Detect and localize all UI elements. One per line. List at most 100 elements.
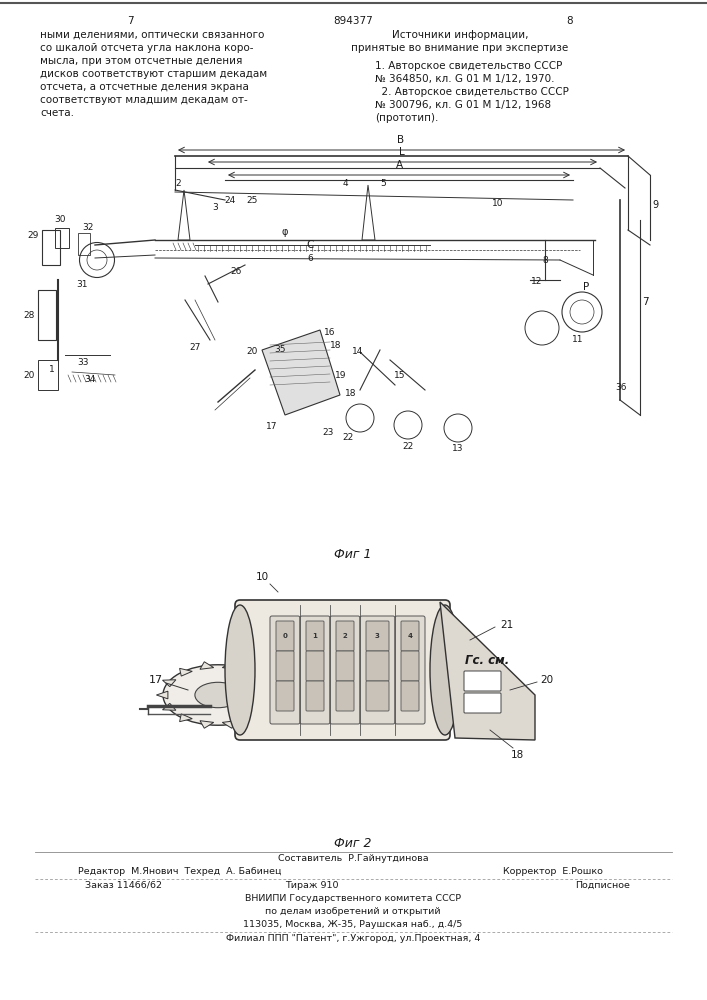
Polygon shape [180,668,192,676]
Polygon shape [268,691,279,699]
Text: Тираж 910: Тираж 910 [285,881,339,890]
Text: 33: 33 [77,358,89,367]
Text: счета.: счета. [40,108,74,118]
Text: L: L [399,147,405,157]
Text: 5: 5 [380,179,386,188]
Text: 18: 18 [330,341,341,350]
Text: 1: 1 [49,365,55,374]
Text: 10: 10 [255,572,269,582]
Text: 2: 2 [175,179,181,188]
Text: 18: 18 [345,388,356,397]
FancyBboxPatch shape [306,651,324,681]
FancyBboxPatch shape [276,651,294,681]
Text: 23: 23 [322,428,334,437]
Text: 894377: 894377 [333,16,373,26]
Text: P: P [583,282,589,292]
Ellipse shape [430,605,460,735]
Text: 8: 8 [542,256,548,265]
Text: 13: 13 [452,444,464,453]
Text: 35: 35 [274,345,286,354]
Text: 25: 25 [246,196,257,205]
Text: 11: 11 [572,335,584,344]
Polygon shape [163,703,176,710]
Polygon shape [222,662,236,669]
Text: Составитель  Р.Гайнутдинова: Составитель Р.Гайнутдинова [278,854,428,863]
Text: 19: 19 [334,370,346,379]
Ellipse shape [225,605,255,735]
Text: ными делениями, оптически связанного: ными делениями, оптически связанного [40,30,264,40]
Text: Фиг 1: Фиг 1 [334,548,372,561]
Text: 27: 27 [189,343,201,352]
Text: Фиг 2: Фиг 2 [334,837,372,850]
Ellipse shape [195,682,241,708]
FancyBboxPatch shape [235,600,450,740]
Polygon shape [180,714,192,722]
FancyBboxPatch shape [366,681,389,711]
Text: со шкалой отсчета угла наклона коро-: со шкалой отсчета угла наклона коро- [40,43,254,53]
FancyBboxPatch shape [401,681,419,711]
Text: 4: 4 [407,633,412,639]
Text: 113035, Москва, Ж-35, Раушская наб., д.4/5: 113035, Москва, Ж-35, Раушская наб., д.4… [243,920,462,929]
FancyBboxPatch shape [276,621,294,651]
Text: 32: 32 [82,223,93,232]
Text: 16: 16 [325,328,336,337]
Text: 26: 26 [230,267,241,276]
Text: 1. Авторское свидетельство СССР: 1. Авторское свидетельство СССР [375,61,562,71]
FancyBboxPatch shape [306,681,324,711]
Text: 2. Авторское свидетельство СССР: 2. Авторское свидетельство СССР [375,87,569,97]
Text: 34: 34 [84,375,95,384]
Text: 20: 20 [23,370,35,379]
Text: C: C [306,240,314,250]
Text: 9: 9 [652,200,658,210]
Bar [78,233,90,255]
FancyBboxPatch shape [360,616,395,724]
Text: (прототип).: (прототип). [375,113,438,123]
Text: 29: 29 [28,231,39,239]
Text: A: A [395,160,402,170]
Text: 28: 28 [23,310,35,320]
Text: 24: 24 [224,196,235,205]
Ellipse shape [163,665,273,725]
Text: отсчета, а отсчетные деления экрана: отсчета, а отсчетные деления экрана [40,82,249,92]
Text: 8: 8 [567,16,573,26]
FancyBboxPatch shape [300,616,330,724]
Polygon shape [244,714,257,722]
Text: мысла, при этом отсчетные деления: мысла, при этом отсчетные деления [40,56,243,66]
Text: 20: 20 [540,675,553,685]
FancyBboxPatch shape [336,681,354,711]
Text: Источники информации,: Источники информации, [392,30,528,40]
Text: 20: 20 [247,348,258,357]
Text: дисков соответствуют старшим декадам: дисков соответствуют старшим декадам [40,69,267,79]
Text: 17: 17 [267,422,278,431]
FancyBboxPatch shape [464,693,501,713]
Text: принятые во внимание при экспертизе: принятые во внимание при экспертизе [351,43,568,53]
Polygon shape [260,680,274,687]
FancyBboxPatch shape [395,616,425,724]
Text: 6: 6 [307,254,313,263]
Bar [38,290,56,340]
Bar [55,228,69,248]
Text: Заказ 11466/62: Заказ 11466/62 [85,881,162,890]
Text: 30: 30 [54,215,66,224]
FancyBboxPatch shape [276,681,294,711]
Text: № 300796, кл. G 01 M 1/12, 1968: № 300796, кл. G 01 M 1/12, 1968 [375,100,551,110]
Text: 2: 2 [343,633,347,639]
Text: Корректор  Е.Рошко: Корректор Е.Рошко [503,867,603,876]
Polygon shape [200,721,214,728]
FancyBboxPatch shape [366,651,389,681]
Polygon shape [262,330,340,415]
Text: ВНИИПИ Государственного комитета СССР: ВНИИПИ Государственного комитета СССР [245,894,461,903]
Text: 22: 22 [402,442,414,451]
Polygon shape [163,680,176,687]
Text: 21: 21 [500,620,513,630]
Polygon shape [200,662,214,669]
FancyBboxPatch shape [366,621,389,651]
Text: соответствуют младшим декадам от-: соответствуют младшим декадам от- [40,95,247,105]
Text: 31: 31 [76,280,88,289]
Polygon shape [222,721,236,728]
FancyBboxPatch shape [401,621,419,651]
Text: 18: 18 [510,750,524,760]
Text: Гс. см.: Гс. см. [465,654,509,666]
Text: № 364850, кл. G 01 M 1/12, 1970.: № 364850, кл. G 01 M 1/12, 1970. [375,74,554,84]
Text: 22: 22 [342,433,354,442]
